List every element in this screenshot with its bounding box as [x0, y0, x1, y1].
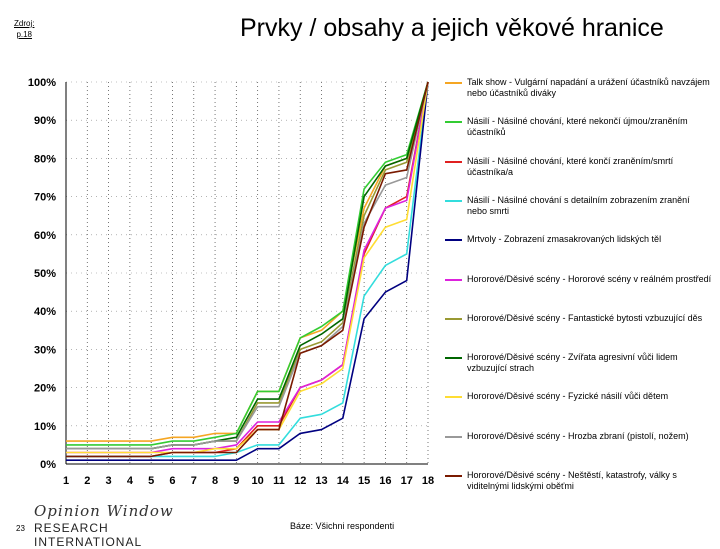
legend-swatch — [445, 278, 462, 281]
legend-swatch — [445, 160, 462, 163]
legend-label: Násilí - Násilné chování, které končí zr… — [467, 155, 674, 177]
x-tick-label: 8 — [212, 475, 218, 487]
legend-swatch — [445, 239, 462, 242]
x-tick-label: 16 — [379, 475, 391, 487]
series-line-4 — [66, 81, 429, 458]
series-line-3 — [66, 81, 429, 458]
base-note: Báze: Všichni respondenti — [290, 521, 395, 531]
legend-swatch — [445, 82, 462, 84]
y-tick-label: 90% — [34, 115, 56, 127]
legend-label: Hororové/Děsivé scény - Fantastické byto… — [467, 312, 703, 323]
legend-label: Hororové/Děsivé scény - Fyzické násilí v… — [467, 391, 669, 402]
y-tick-label: 30% — [34, 344, 56, 356]
series-line-8 — [66, 81, 429, 450]
y-tick-label: 40% — [34, 306, 56, 318]
x-tick-label: 5 — [148, 475, 154, 487]
legend-label: Hororové/Děsivé scény - Zvířata agresivn… — [467, 352, 678, 374]
x-tick-label: 2 — [84, 475, 90, 487]
series-line-6 — [66, 81, 429, 454]
legend-label: Hororové/Děsivé scény - Hororové scény v… — [467, 273, 712, 284]
legend-label: Mrtvoly - Zobrazení zmasakrovaných lidsk… — [467, 234, 662, 245]
x-tick-label: 7 — [191, 475, 197, 487]
x-tick-label: 9 — [233, 475, 239, 487]
line-chart: 0%10%20%30%40%50%60%70%80%90%100%1 2 3 4 5 6 7… — [28, 77, 434, 487]
x-tick-label: 14 — [337, 475, 350, 487]
legend-swatch — [445, 396, 462, 399]
legend-swatch — [445, 317, 462, 320]
logo-wordmark-bottom: RESEARCH INTERNATIONAL — [34, 521, 143, 549]
legend-swatch — [445, 357, 462, 360]
x-tick-label: 17 — [401, 475, 413, 487]
source-label: Zdroj: — [14, 19, 35, 28]
y-tick-label: 80% — [34, 153, 56, 165]
x-tick-label: 3 — [106, 475, 112, 487]
series-line-10 — [66, 81, 429, 450]
series-line-1 — [66, 81, 429, 442]
x-tick-label: 13 — [315, 475, 327, 487]
y-tick-label: 10% — [34, 421, 56, 433]
y-tick-label: 20% — [34, 383, 56, 395]
x-tick-label: 1 — [63, 475, 69, 487]
y-tick-label: 50% — [34, 268, 56, 280]
company-logo: Opinion Window RESEARCH INTERNATIONAL — [34, 502, 214, 549]
series-line-11 — [66, 81, 429, 458]
legend-swatch — [445, 475, 462, 477]
legend-label: Hororové/Děsivé scény - Neštěstí, katast… — [467, 470, 677, 491]
x-tick-label: 10 — [252, 475, 264, 487]
y-tick-label: 70% — [34, 192, 56, 204]
source-reference: Zdroj: p.18 — [14, 18, 34, 40]
y-tick-label: 60% — [34, 230, 56, 242]
legend-swatch — [445, 199, 462, 202]
series-line-9 — [66, 81, 429, 454]
legend-label: Talk show - Vulgární napadání a urážení … — [467, 77, 710, 98]
page-number: 23 — [16, 524, 25, 533]
x-tick-label: 18 — [422, 475, 434, 487]
page-title: Prvky / obsahy a jejich věkové hranice — [240, 14, 664, 42]
legend-label: Násilí - Násilné chování, které nekončí … — [467, 116, 688, 138]
x-tick-label: 6 — [169, 475, 175, 487]
series-line-2 — [66, 81, 429, 446]
legend-swatch — [445, 121, 462, 124]
legend-label: Násilí - Násilné chování s detailním zob… — [467, 194, 690, 216]
y-tick-label: 100% — [28, 77, 56, 89]
series-line-7 — [66, 81, 429, 450]
x-tick-label: 15 — [358, 475, 370, 487]
x-tick-label: 11 — [273, 475, 285, 487]
legend-label: Hororové/Děsivé scény - Hrozba zbraní (p… — [467, 430, 689, 441]
series-line-5 — [66, 81, 429, 462]
x-tick-label: 12 — [294, 475, 306, 487]
logo-wordmark-top: Opinion Window — [34, 502, 174, 520]
source-page: p.18 — [16, 30, 33, 39]
legend-swatch — [445, 435, 462, 438]
x-tick-label: 4 — [127, 475, 134, 487]
y-tick-label: 0% — [40, 459, 56, 471]
